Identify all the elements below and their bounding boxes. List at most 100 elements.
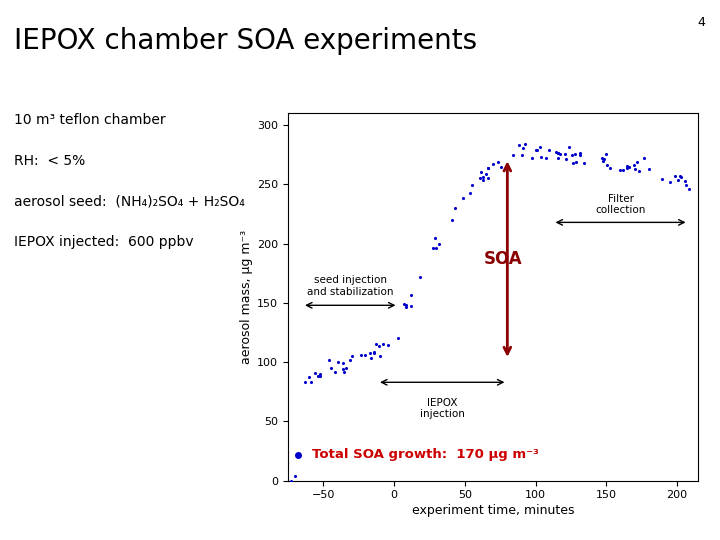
Point — [405, 302, 417, 310]
Point — [477, 173, 488, 182]
Point — [530, 145, 541, 154]
Text: 10 m³ teflon chamber: 10 m³ teflon chamber — [14, 113, 166, 127]
Point — [356, 350, 367, 359]
Point — [446, 216, 458, 225]
Point — [314, 370, 325, 379]
Point — [359, 350, 371, 359]
Point — [679, 177, 690, 185]
Point — [507, 150, 518, 159]
Point — [519, 139, 531, 148]
Text: Filter
collection: Filter collection — [595, 194, 646, 215]
Point — [628, 160, 639, 169]
Text: SOA: SOA — [484, 250, 523, 268]
Point — [377, 340, 389, 349]
Point — [392, 334, 403, 343]
Point — [570, 158, 582, 166]
Text: seed injection
and stabilization: seed injection and stabilization — [307, 275, 394, 297]
Point — [299, 378, 310, 387]
Point — [305, 377, 317, 386]
Point — [541, 154, 552, 163]
Point — [644, 165, 655, 173]
Point — [430, 244, 441, 253]
Point — [475, 168, 487, 177]
Point — [600, 150, 611, 159]
Point — [371, 340, 382, 348]
Point — [344, 355, 356, 364]
Point — [285, 476, 297, 485]
Point — [495, 163, 507, 171]
Point — [680, 180, 692, 189]
Point — [670, 172, 681, 180]
Point — [598, 155, 610, 164]
Text: 4: 4 — [698, 16, 706, 29]
Point — [374, 351, 386, 360]
Point — [567, 150, 578, 159]
Point — [399, 299, 410, 308]
Point — [366, 354, 377, 362]
Point — [574, 150, 585, 159]
Point — [337, 365, 348, 374]
Point — [405, 291, 416, 299]
Point — [552, 148, 564, 157]
Point — [289, 471, 301, 480]
Point — [683, 184, 695, 193]
Point — [303, 373, 315, 382]
Point — [513, 141, 524, 150]
Point — [554, 149, 566, 158]
Point — [487, 159, 498, 168]
Point — [638, 153, 649, 162]
Point — [604, 164, 616, 172]
Point — [634, 167, 645, 176]
Point — [428, 244, 439, 252]
Point — [400, 301, 411, 309]
Point — [382, 341, 394, 350]
Point — [624, 162, 635, 171]
Point — [617, 166, 629, 175]
Point — [517, 144, 528, 153]
Point — [492, 157, 504, 166]
Text: aerosol seed:  (NH₄)₂SO₄ + H₂SO₄: aerosol seed: (NH₄)₂SO₄ + H₂SO₄ — [14, 194, 246, 208]
Point — [364, 349, 376, 358]
Point — [329, 368, 341, 376]
Point — [400, 303, 412, 312]
Point — [337, 358, 348, 367]
Point — [477, 176, 488, 184]
Point — [536, 153, 547, 161]
Point — [543, 146, 554, 154]
Point — [312, 372, 323, 381]
Point — [369, 349, 380, 358]
Point — [482, 164, 493, 172]
Point — [516, 151, 528, 160]
Point — [369, 348, 380, 356]
Point — [482, 174, 493, 183]
Point — [613, 166, 625, 174]
Point — [631, 158, 643, 167]
Point — [323, 356, 335, 364]
Point — [552, 148, 563, 157]
Point — [338, 368, 349, 377]
Point — [570, 150, 581, 159]
Text: IEPOX chamber SOA experiments: IEPOX chamber SOA experiments — [14, 27, 477, 55]
Point — [567, 158, 578, 167]
Point — [575, 148, 586, 157]
Text: IEPOX
injection: IEPOX injection — [420, 397, 464, 419]
Point — [373, 342, 384, 350]
Text: Total SOA growth:  170 μg m⁻³: Total SOA growth: 170 μg m⁻³ — [312, 448, 539, 461]
Point — [621, 161, 633, 170]
Point — [596, 154, 608, 163]
Point — [601, 160, 613, 169]
Point — [464, 189, 476, 198]
Point — [449, 203, 461, 212]
Point — [310, 368, 321, 377]
Point — [346, 352, 358, 360]
Point — [526, 153, 537, 162]
Point — [672, 176, 684, 184]
Point — [559, 150, 570, 158]
Point — [314, 371, 325, 380]
Point — [578, 159, 590, 167]
Point — [531, 145, 543, 154]
Point — [621, 164, 633, 172]
Point — [675, 172, 686, 180]
Y-axis label: aerosol mass, μg m⁻³: aerosol mass, μg m⁻³ — [240, 230, 253, 364]
Point — [333, 357, 344, 366]
